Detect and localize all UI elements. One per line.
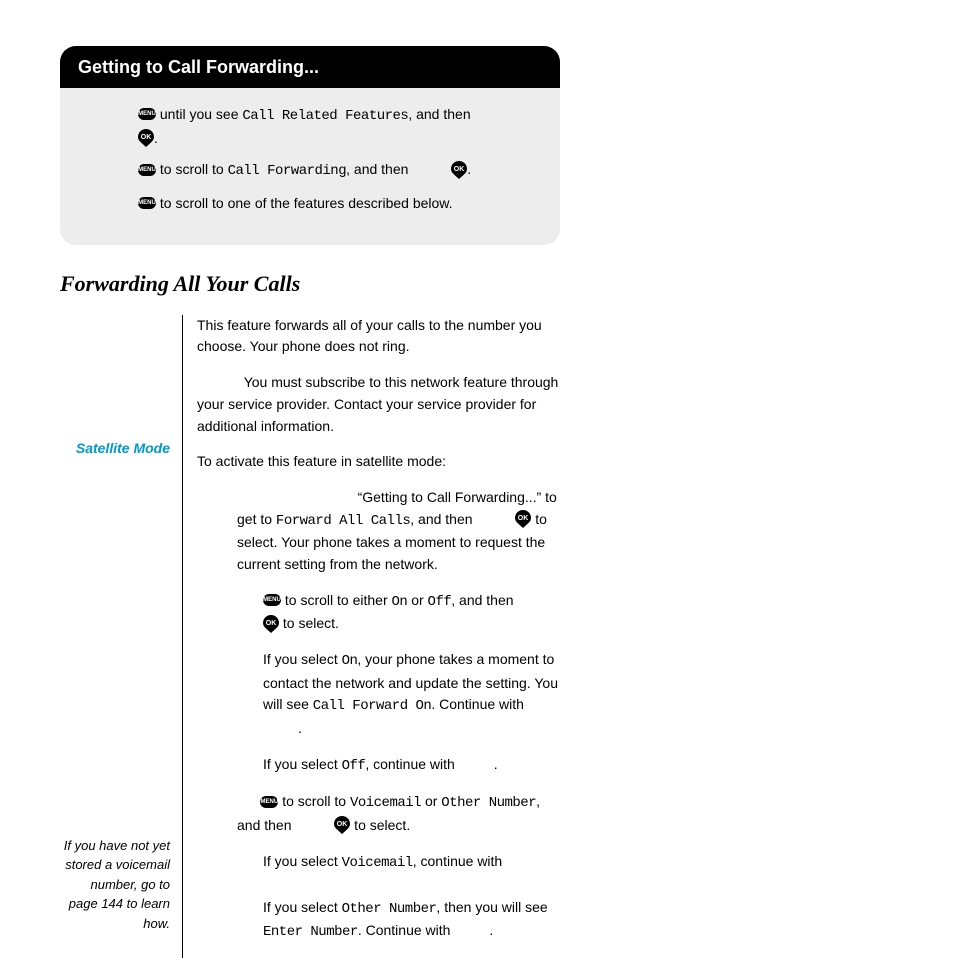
instruction-line-2: MENU to scroll to Call Forwarding, and t… [138, 159, 542, 183]
menu-icon: MENU [138, 164, 156, 176]
instruction-box: MENU until you see Call Related Features… [60, 88, 560, 245]
step-2-off-case: If you select Off, continue with . [237, 754, 560, 778]
section-title: Forwarding All Your Calls [60, 271, 560, 297]
margin-column: Satellite Mode If you have not yet store… [60, 315, 182, 934]
step-1: “Getting to Call Forwarding...” to get t… [197, 487, 560, 576]
side-note: If you have not yet stored a voicemail n… [60, 836, 170, 934]
intro-p1: This feature forwards all of your calls … [197, 315, 560, 358]
ok-icon [515, 510, 531, 528]
ok-icon [263, 615, 279, 633]
header-title: Getting to Call Forwarding... [78, 57, 319, 77]
step-2-on-case: If you select On, your phone takes a mom… [237, 649, 560, 740]
ok-icon [138, 129, 154, 147]
satellite-mode-label: Satellite Mode [60, 440, 170, 456]
menu-icon: MENU [138, 197, 156, 209]
content-columns: Satellite Mode If you have not yet store… [60, 315, 560, 958]
ok-icon [451, 161, 467, 179]
step-3: MENU to scroll to Voicemail or Other Num… [197, 791, 560, 943]
page-content: Getting to Call Forwarding... MENU until… [60, 46, 560, 958]
menu-icon: MENU [260, 796, 278, 808]
menu-icon: MENU [263, 594, 281, 606]
step-3-main: MENU to scroll to Voicemail or Other Num… [237, 791, 560, 836]
instruction-line-1: MENU until you see Call Related Features… [138, 104, 542, 149]
instruction-line-3: MENU to scroll to one of the features de… [138, 193, 542, 215]
ok-icon [334, 816, 350, 834]
step-2: MENU to scroll to either On or Off, and … [197, 590, 560, 778]
menu-icon: MENU [138, 108, 156, 120]
satellite-intro: To activate this feature in satellite mo… [197, 451, 560, 473]
body-column: This feature forwards all of your calls … [182, 315, 560, 958]
step-2-main: MENU to scroll to either On or Off, and … [237, 590, 560, 635]
intro-p2: You must subscribe to this network featu… [197, 372, 560, 437]
section-header: Getting to Call Forwarding... [60, 46, 560, 88]
step-3-other-case: If you select Other Number, then you wil… [237, 897, 560, 944]
step-3-vm-case: If you select Voicemail, continue with [237, 851, 560, 875]
